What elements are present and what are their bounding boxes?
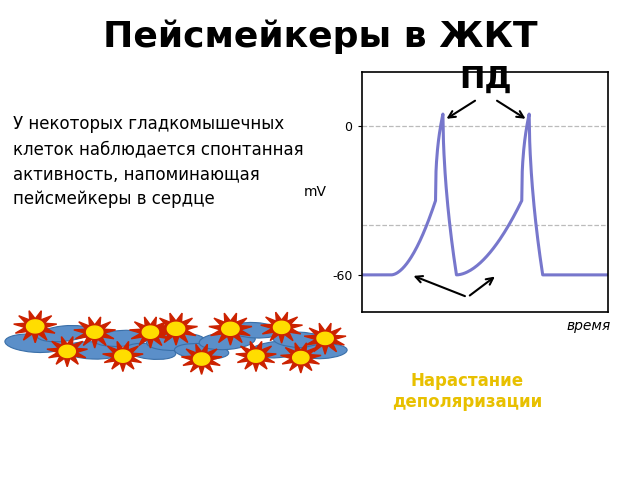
Polygon shape bbox=[74, 317, 116, 348]
Ellipse shape bbox=[125, 343, 176, 360]
Polygon shape bbox=[154, 313, 198, 345]
Ellipse shape bbox=[273, 332, 326, 348]
Ellipse shape bbox=[37, 325, 91, 342]
Polygon shape bbox=[129, 317, 172, 348]
Polygon shape bbox=[209, 313, 252, 345]
Ellipse shape bbox=[175, 344, 228, 359]
Polygon shape bbox=[115, 350, 131, 362]
Ellipse shape bbox=[5, 334, 65, 352]
Polygon shape bbox=[59, 345, 76, 358]
Polygon shape bbox=[280, 343, 321, 373]
Polygon shape bbox=[273, 321, 290, 334]
Text: Пейсмейкеры в ЖКТ: Пейсмейкеры в ЖКТ bbox=[102, 19, 538, 54]
Polygon shape bbox=[193, 353, 210, 365]
Ellipse shape bbox=[147, 333, 205, 350]
Polygon shape bbox=[102, 341, 143, 372]
Text: Нарастание
деполяризации: Нарастание деполяризации bbox=[392, 372, 542, 410]
Polygon shape bbox=[26, 320, 44, 333]
Polygon shape bbox=[181, 344, 222, 374]
Polygon shape bbox=[260, 312, 303, 343]
Polygon shape bbox=[47, 336, 88, 367]
Ellipse shape bbox=[250, 341, 307, 358]
Ellipse shape bbox=[199, 332, 255, 349]
Polygon shape bbox=[13, 311, 57, 343]
Polygon shape bbox=[248, 350, 264, 362]
Polygon shape bbox=[86, 326, 103, 338]
Polygon shape bbox=[236, 341, 276, 372]
Polygon shape bbox=[317, 332, 333, 345]
Y-axis label: mV: mV bbox=[304, 185, 327, 199]
Polygon shape bbox=[304, 323, 346, 354]
Ellipse shape bbox=[93, 330, 150, 347]
Text: время: время bbox=[566, 319, 611, 333]
Ellipse shape bbox=[63, 342, 122, 359]
Polygon shape bbox=[292, 351, 309, 364]
Polygon shape bbox=[167, 322, 185, 336]
Text: У некоторых гладкомышечных
клеток наблюдается спонтанная
активность, напоминающа: У некоторых гладкомышечных клеток наблюд… bbox=[13, 115, 303, 208]
Text: ПД: ПД bbox=[460, 65, 513, 94]
Ellipse shape bbox=[300, 344, 347, 359]
Polygon shape bbox=[221, 322, 239, 336]
Ellipse shape bbox=[228, 323, 281, 338]
Polygon shape bbox=[142, 326, 159, 338]
